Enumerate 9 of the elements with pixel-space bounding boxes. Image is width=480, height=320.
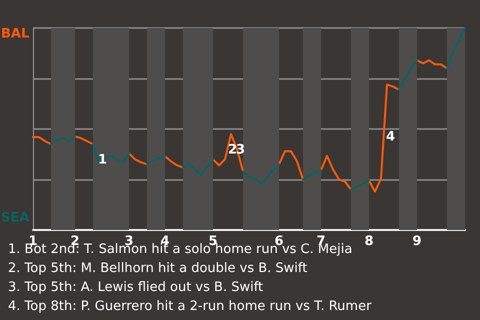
text: BAL [1, 26, 30, 42]
annotation: 2 [228, 142, 238, 158]
text: 4. Top 8th: P. Guerrero hit a 2-run home run vs T. Rumer [8, 299, 372, 314]
annotation: 4 [386, 130, 396, 144]
text: 3. Top 5th: A. Lewis flied out vs B. Swift [8, 280, 264, 295]
x-tick-label: 9 [412, 234, 422, 249]
annotation: 1 [98, 152, 108, 168]
x-tick-label: 8 [364, 234, 374, 249]
text: 2. Top 5th: M. Bellhorn hit a double vs B. Swift [8, 261, 308, 276]
